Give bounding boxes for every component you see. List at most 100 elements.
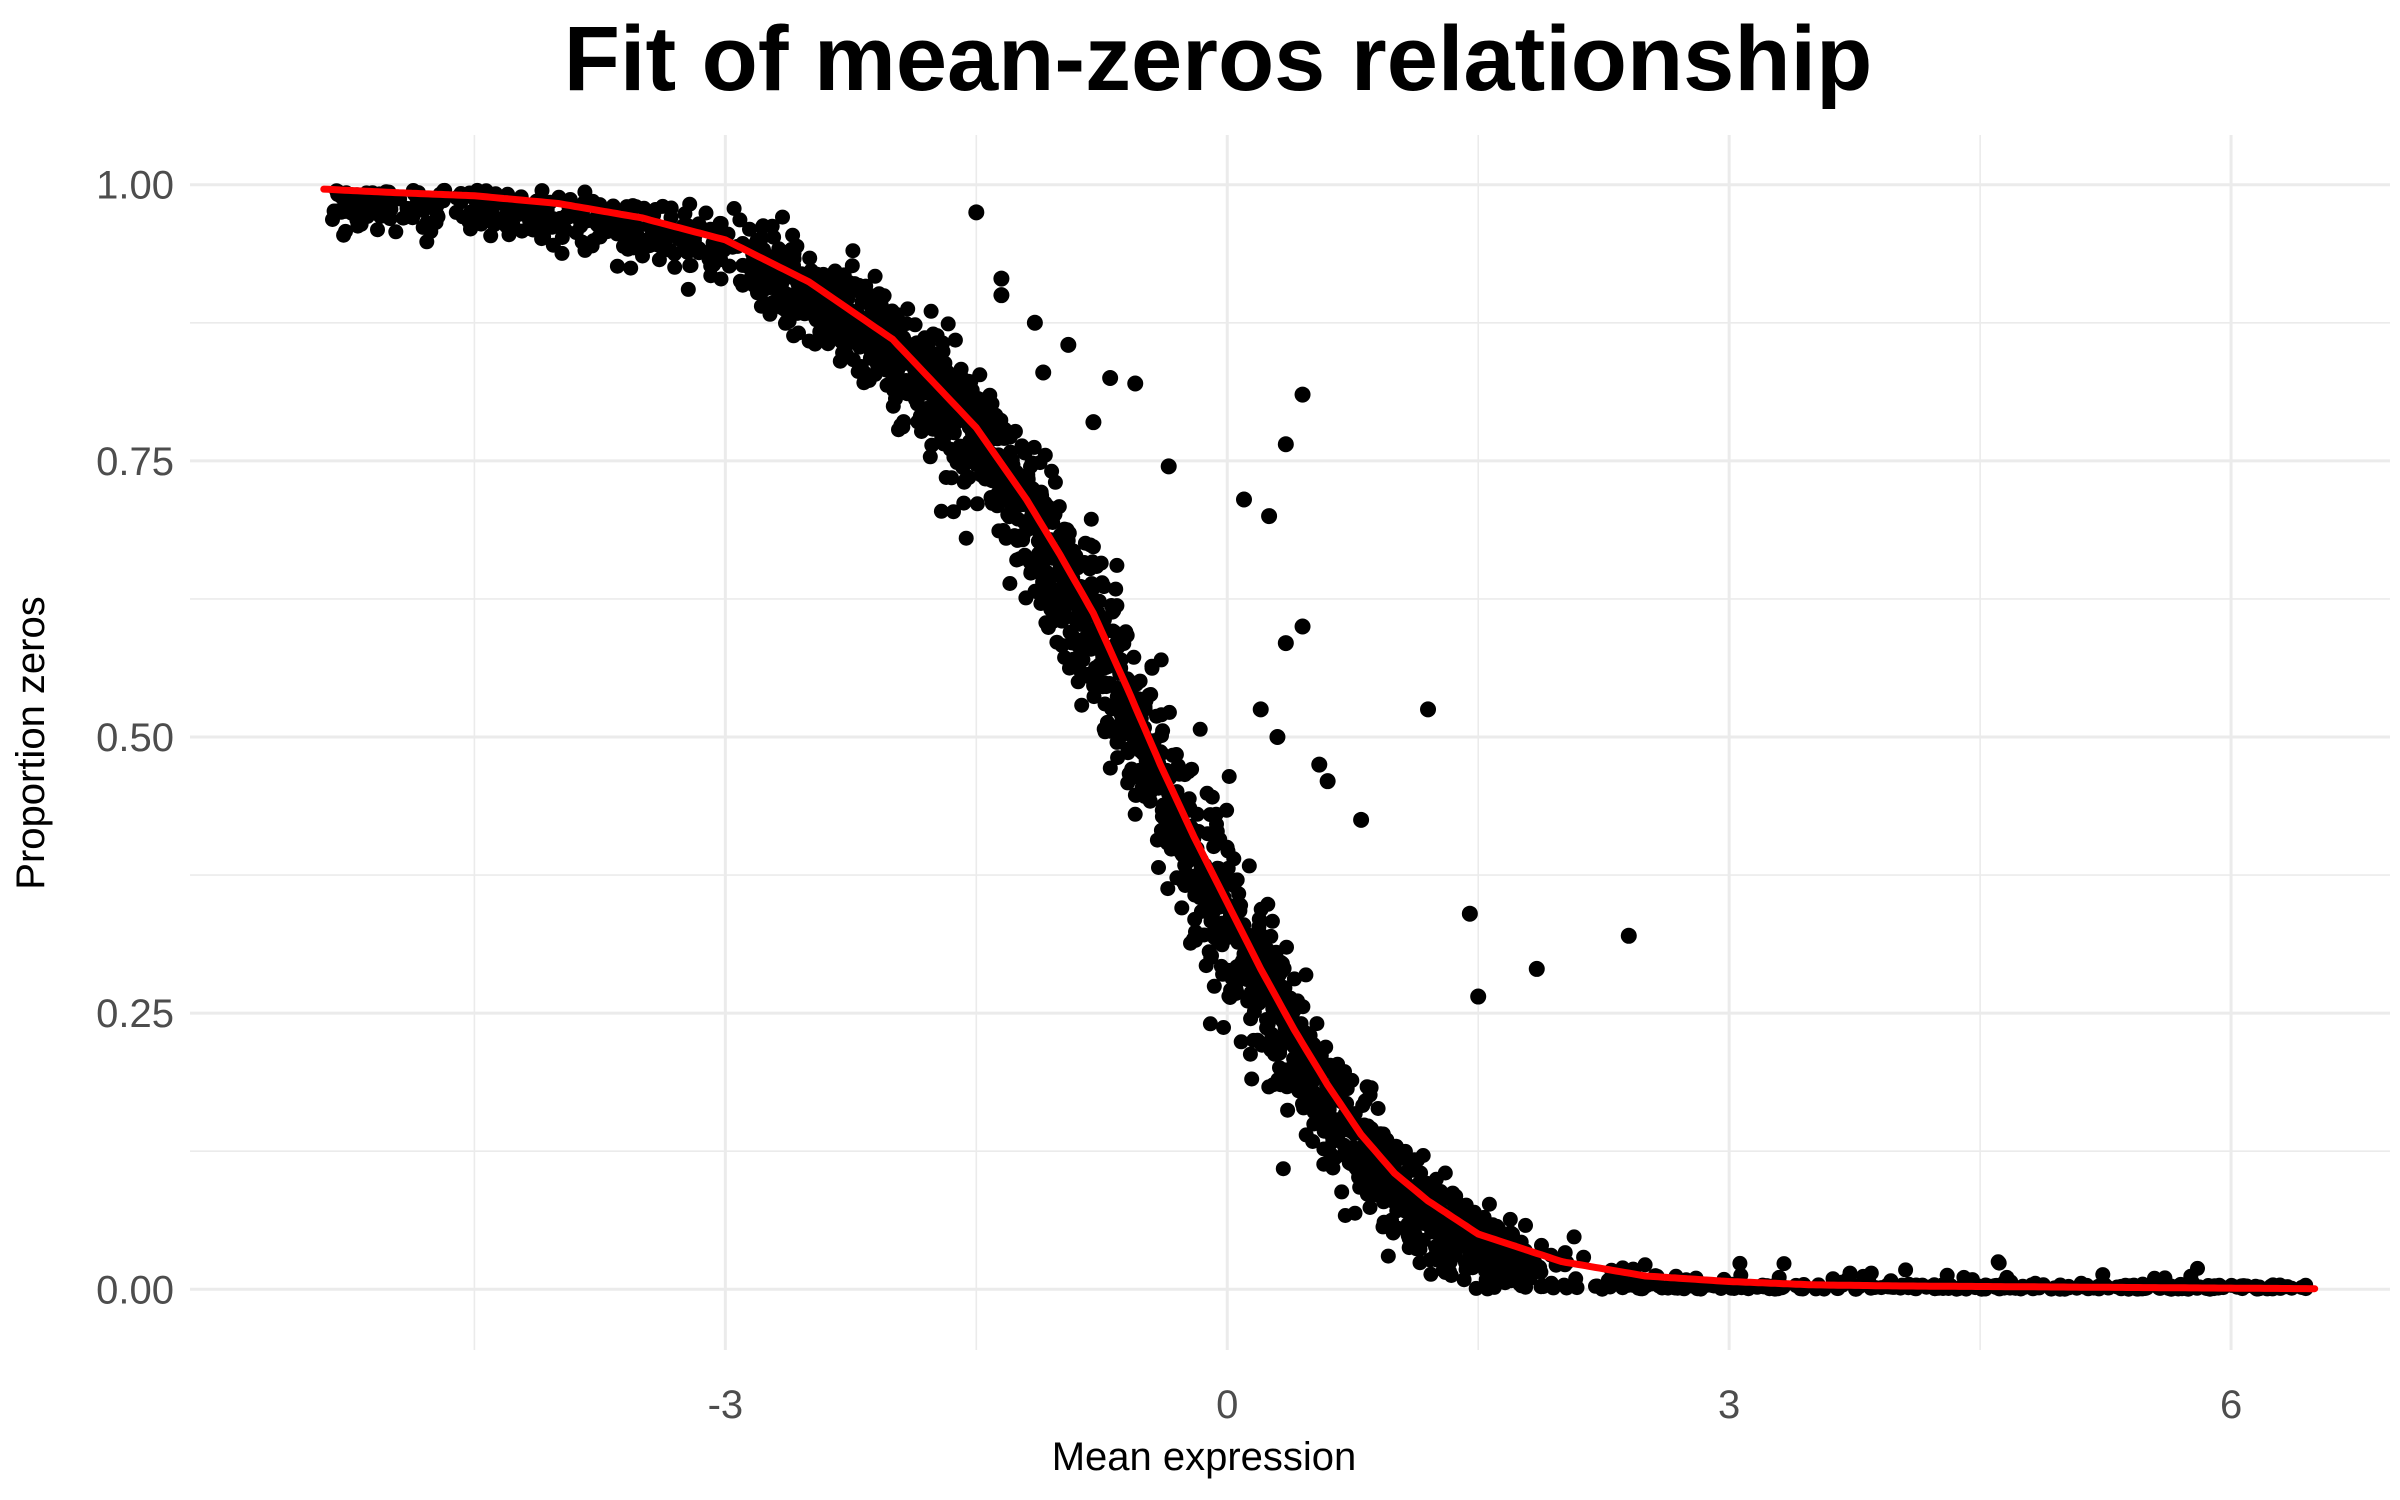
data-point <box>766 229 782 245</box>
data-point <box>609 258 625 274</box>
data-point <box>1102 760 1118 776</box>
y-tick-label: 1.00 <box>96 164 174 208</box>
data-point <box>751 275 767 291</box>
data-point <box>1010 511 1026 527</box>
data-point <box>1199 785 1215 801</box>
data-point <box>1176 828 1192 844</box>
data-point <box>1206 929 1222 945</box>
data-point <box>1244 1071 1260 1087</box>
data-point <box>600 224 615 240</box>
data-point <box>534 231 550 247</box>
data-point <box>557 211 573 227</box>
outlier-point <box>1261 508 1278 525</box>
data-point <box>1251 911 1267 927</box>
outlier-point <box>1470 988 1487 1005</box>
data-point <box>1418 1216 1434 1232</box>
data-point <box>1002 576 1018 591</box>
y-tick-label: 0.75 <box>96 440 174 484</box>
data-point <box>808 312 824 328</box>
data-point <box>626 217 642 233</box>
outlier-point <box>1035 364 1052 381</box>
data-point <box>1337 1208 1353 1223</box>
data-point <box>2095 1267 2111 1283</box>
data-point <box>820 336 836 352</box>
data-point <box>938 470 954 485</box>
data-point <box>1381 1181 1397 1197</box>
data-point <box>1228 986 1244 1001</box>
data-point <box>683 258 699 273</box>
data-point <box>1153 707 1169 723</box>
data-point <box>1442 1264 1457 1279</box>
data-point <box>1637 1257 1653 1273</box>
data-point <box>1407 1152 1422 1168</box>
data-point <box>926 346 942 362</box>
outlier-point <box>1528 960 1545 977</box>
data-point <box>1124 761 1140 777</box>
data-point <box>960 373 976 389</box>
data-point <box>775 209 790 225</box>
data-point <box>1264 1026 1280 1042</box>
data-point <box>713 271 729 287</box>
data-point <box>1221 769 1237 784</box>
data-point <box>933 503 949 519</box>
data-point <box>914 422 930 438</box>
data-point <box>503 209 519 224</box>
data-point <box>1143 687 1159 702</box>
data-point <box>1096 579 1112 595</box>
data-point <box>1380 1248 1396 1264</box>
data-point <box>1479 1219 1495 1235</box>
data-point <box>824 267 840 283</box>
outlier-point <box>1294 386 1311 403</box>
data-point <box>808 294 824 310</box>
data-point <box>1192 721 1208 737</box>
data-point <box>831 326 847 342</box>
data-point <box>667 259 683 275</box>
data-point <box>751 260 767 276</box>
data-point <box>984 396 1000 412</box>
data-point <box>1263 1042 1279 1058</box>
data-point <box>742 221 757 237</box>
data-point <box>1174 900 1190 916</box>
data-point <box>1535 1279 1551 1295</box>
data-point <box>1034 567 1050 583</box>
data-point <box>1222 873 1237 889</box>
outlier-point <box>1235 491 1252 508</box>
y-tick-label: 0.00 <box>96 1268 174 1312</box>
data-point <box>882 313 898 329</box>
data-point <box>682 196 698 212</box>
data-point <box>991 523 1007 539</box>
outlier-point <box>1269 728 1286 745</box>
data-point <box>1669 1279 1685 1295</box>
data-point <box>1268 944 1284 960</box>
outlier-point <box>1102 370 1119 386</box>
data-point <box>1322 1057 1338 1073</box>
y-tick-label: 0.25 <box>96 992 174 1036</box>
outlier-point <box>968 204 985 221</box>
data-point <box>835 345 851 361</box>
data-point <box>388 224 404 240</box>
data-point <box>419 234 435 250</box>
data-point <box>956 474 972 490</box>
data-point <box>1291 1083 1307 1099</box>
data-point <box>1126 649 1142 665</box>
outlier-point <box>1277 436 1294 453</box>
data-point <box>1370 1101 1386 1116</box>
data-point <box>1502 1211 1518 1227</box>
data-point <box>1163 824 1179 840</box>
data-point <box>486 217 502 233</box>
data-point <box>520 220 536 236</box>
data-point <box>1469 1243 1484 1259</box>
data-point <box>1062 624 1078 640</box>
data-point <box>1457 1207 1473 1222</box>
data-point <box>709 238 725 254</box>
data-point <box>1235 959 1251 975</box>
data-point <box>1776 1256 1792 1272</box>
data-point <box>1050 566 1066 582</box>
data-point <box>786 251 802 267</box>
y-axis-ticks: 0.00 0.25 0.50 0.75 1.00 <box>96 164 174 1313</box>
data-point <box>1334 1184 1350 1200</box>
data-point <box>1047 474 1063 490</box>
data-point <box>867 268 883 284</box>
